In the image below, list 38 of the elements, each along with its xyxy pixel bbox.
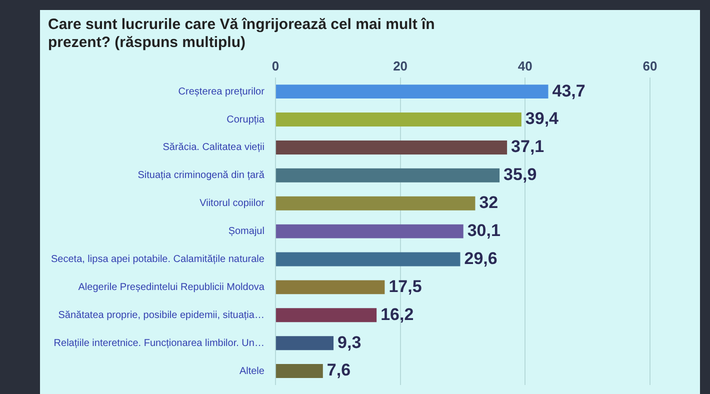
data-label: 7,6	[326, 360, 351, 380]
x-tick-label: 60	[642, 58, 658, 74]
data-label: 29,6	[464, 248, 498, 268]
data-label: 35,9	[504, 165, 537, 184]
y-tick-label: Altele	[239, 366, 265, 377]
bar	[276, 84, 548, 99]
data-label: 43,7	[552, 81, 586, 100]
y-tick-label: Viitorul copiilor	[200, 198, 266, 210]
data-label: 16,2	[380, 304, 414, 324]
bar	[276, 168, 500, 182]
data-label: 17,5	[388, 276, 422, 296]
data-label: 32	[479, 193, 498, 212]
chart-title: Care sunt lucrurile care Vă îngrijorează cel mai mult în prezent? (răspuns multiplu)	[48, 16, 435, 52]
bar	[276, 336, 334, 350]
data-label: 30,1	[467, 220, 500, 240]
y-tick-label: Sărăcia. Calitatea vieții	[162, 142, 264, 154]
bar	[276, 308, 377, 322]
y-tick-label: Sănătatea proprie, posibile epidemii, situația…	[58, 310, 264, 321]
y-tick-label: Corupția	[226, 114, 265, 126]
x-tick-label: 40	[518, 58, 532, 74]
bar	[276, 112, 522, 127]
bar	[276, 224, 464, 238]
bar	[276, 280, 385, 294]
data-label: 9,3	[338, 332, 362, 352]
x-tick-label: 20	[393, 58, 408, 74]
x-tick-label: 0	[272, 58, 280, 74]
bar	[276, 196, 476, 210]
y-tick-label: Relațiile interetnice. Funcționarea limbilor. Un…	[54, 338, 264, 349]
bar	[276, 140, 508, 154]
bar	[276, 252, 460, 266]
y-tick-label: Situația criminogenă din țară	[138, 170, 265, 182]
bar	[276, 364, 323, 378]
y-tick-label: Creșterea prețurilor	[178, 86, 266, 98]
y-tick-label: Alegerile Președintelui Republicii Moldova	[78, 282, 265, 293]
y-tick-label: Șomajul	[228, 226, 264, 238]
data-label: 39,4	[525, 109, 560, 128]
data-label: 37,1	[511, 137, 544, 156]
y-tick-label: Seceta, lipsa apei potabile. Calamitățile naturale	[50, 254, 265, 265]
